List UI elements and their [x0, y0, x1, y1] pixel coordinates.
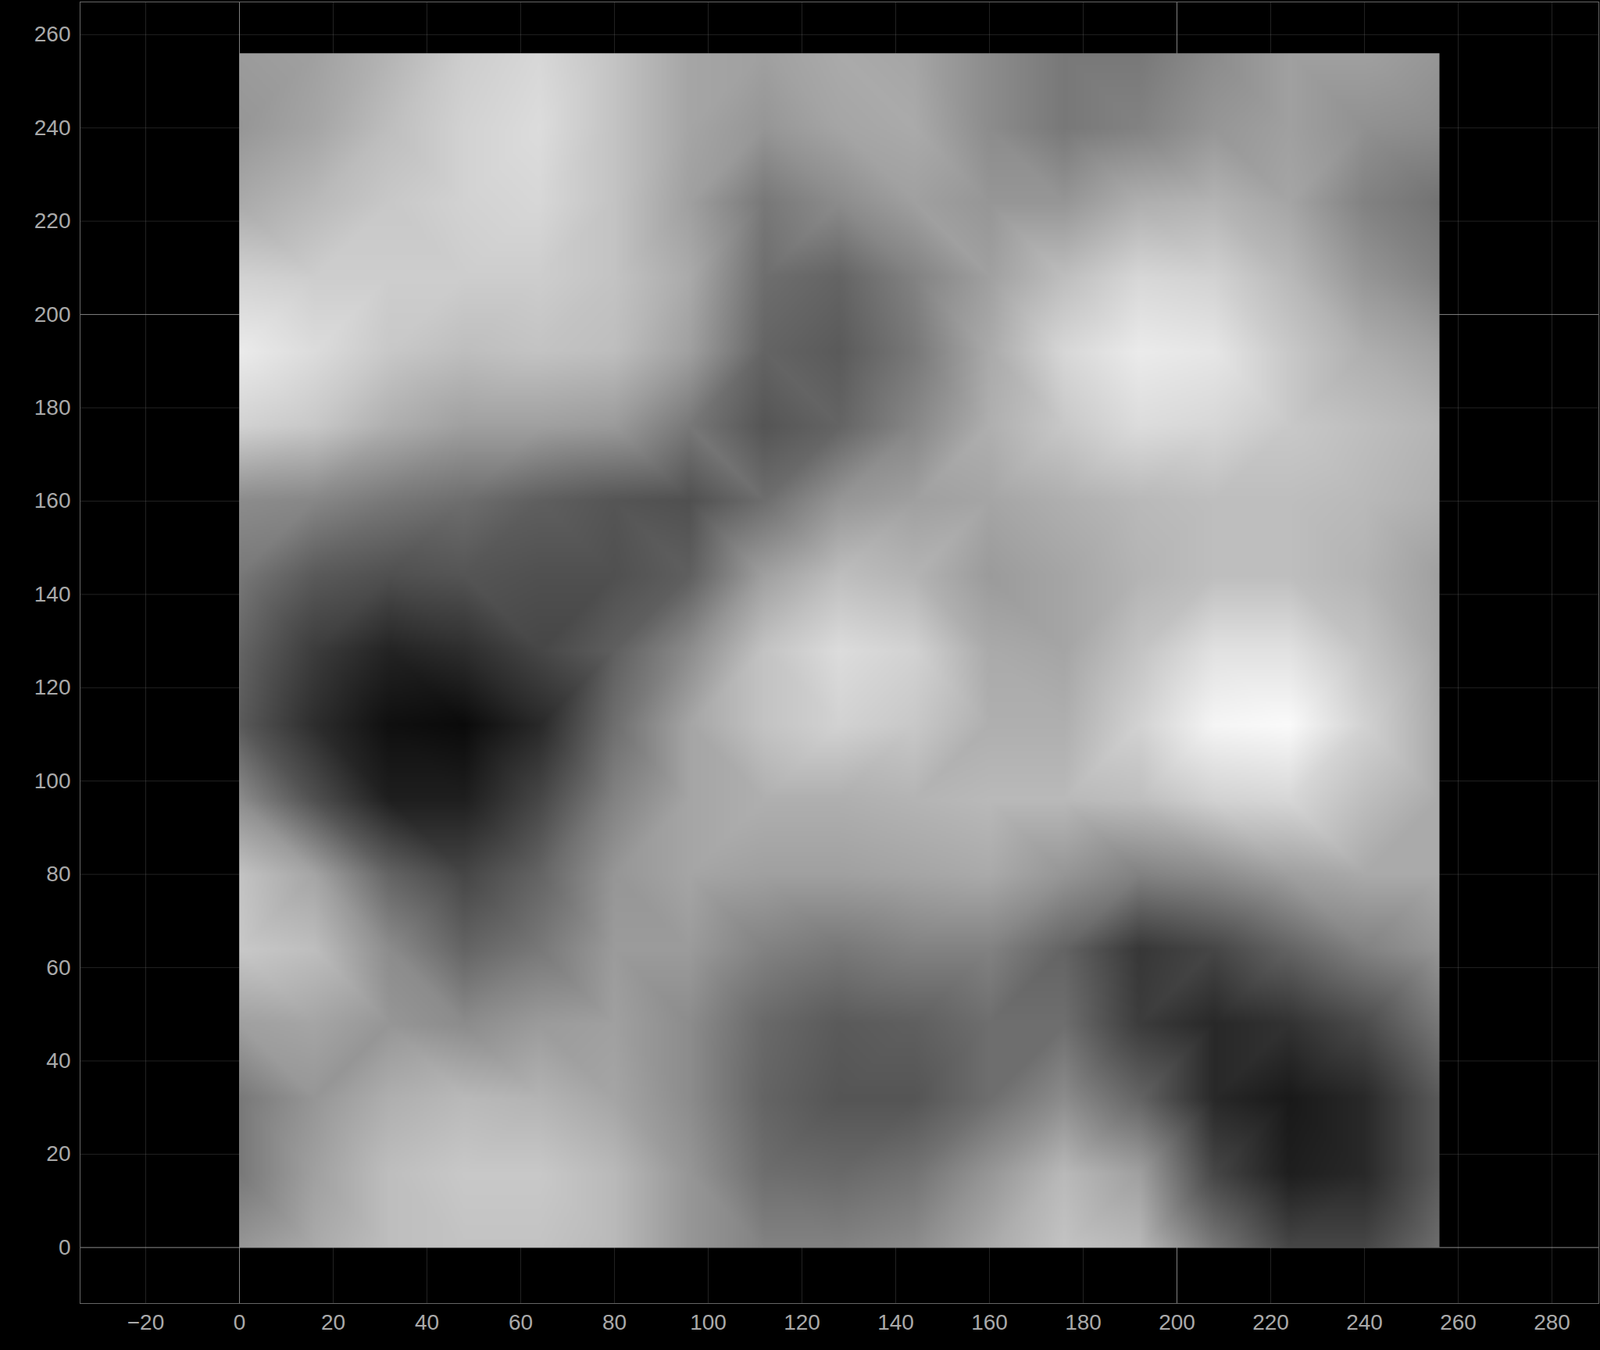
svg-text:60: 60 [508, 1310, 533, 1335]
svg-text:100: 100 [689, 1310, 727, 1335]
svg-text:220: 220 [34, 208, 72, 233]
svg-text:260: 260 [34, 21, 72, 47]
svg-text:180: 180 [34, 395, 72, 420]
svg-text:140: 140 [34, 582, 72, 607]
svg-text:160: 160 [34, 488, 72, 513]
svg-text:200: 200 [1158, 1310, 1196, 1335]
svg-text:0: 0 [233, 1310, 247, 1335]
svg-text:180: 180 [1064, 1310, 1102, 1335]
svg-text:120: 120 [34, 675, 72, 700]
svg-text:100: 100 [34, 768, 72, 793]
svg-text:220: 220 [1252, 1310, 1290, 1335]
svg-text:20: 20 [46, 1141, 71, 1166]
svg-text:240: 240 [34, 115, 72, 140]
svg-text:120: 120 [783, 1310, 821, 1335]
svg-text:260: 260 [1439, 1310, 1477, 1335]
svg-text:80: 80 [602, 1310, 627, 1335]
svg-text:200: 200 [34, 302, 72, 327]
svg-text:240: 240 [1346, 1310, 1383, 1335]
svg-text:0: 0 [58, 1235, 72, 1260]
svg-text:40: 40 [414, 1310, 440, 1335]
svg-text:40: 40 [46, 1048, 71, 1073]
svg-text:−20: −20 [127, 1310, 165, 1335]
svg-text:60: 60 [46, 955, 71, 980]
svg-text:20: 20 [321, 1310, 346, 1335]
svg-text:280: 280 [1533, 1310, 1571, 1335]
svg-text:160: 160 [971, 1310, 1008, 1335]
svg-text:140: 140 [877, 1310, 915, 1335]
svg-text:80: 80 [46, 861, 71, 886]
